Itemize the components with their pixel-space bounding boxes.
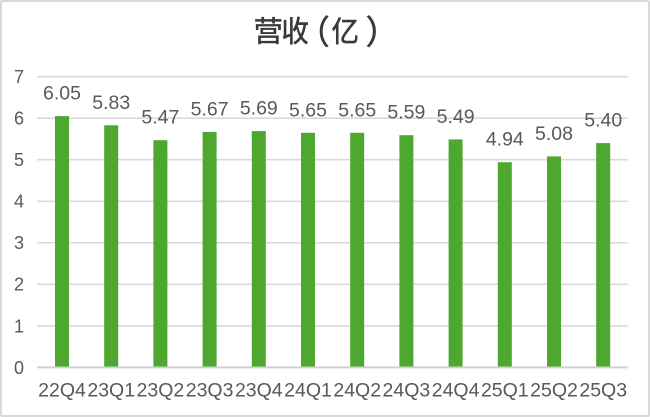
svg-text:24Q1: 24Q1 bbox=[284, 379, 332, 401]
svg-text:5.69: 5.69 bbox=[240, 98, 278, 120]
svg-text:5.67: 5.67 bbox=[191, 98, 229, 120]
svg-text:6.05: 6.05 bbox=[43, 83, 81, 105]
svg-text:4.94: 4.94 bbox=[486, 129, 524, 151]
svg-text:25Q1: 25Q1 bbox=[481, 379, 529, 401]
svg-text:5.47: 5.47 bbox=[141, 107, 179, 129]
svg-text:23Q4: 23Q4 bbox=[235, 379, 283, 401]
svg-text:4: 4 bbox=[14, 192, 24, 212]
svg-text:23Q2: 23Q2 bbox=[137, 379, 185, 401]
svg-text:5.49: 5.49 bbox=[437, 106, 475, 128]
svg-text:23Q1: 23Q1 bbox=[87, 379, 135, 401]
svg-text:7: 7 bbox=[14, 67, 24, 87]
svg-text:6: 6 bbox=[14, 109, 24, 129]
svg-text:24Q4: 24Q4 bbox=[432, 379, 480, 401]
svg-text:0: 0 bbox=[14, 358, 24, 378]
svg-text:25Q3: 25Q3 bbox=[579, 379, 627, 401]
svg-text:5.40: 5.40 bbox=[584, 110, 622, 132]
svg-text:23Q3: 23Q3 bbox=[186, 379, 234, 401]
svg-text:24Q2: 24Q2 bbox=[333, 379, 381, 401]
svg-text:5.83: 5.83 bbox=[92, 92, 130, 114]
svg-text:24Q3: 24Q3 bbox=[383, 379, 431, 401]
svg-text:5.65: 5.65 bbox=[289, 99, 327, 121]
svg-text:3: 3 bbox=[14, 233, 24, 253]
svg-text:5: 5 bbox=[14, 150, 24, 170]
svg-text:5.08: 5.08 bbox=[535, 123, 573, 145]
svg-text:5.65: 5.65 bbox=[338, 99, 376, 121]
svg-text:5.59: 5.59 bbox=[387, 102, 425, 124]
svg-text:25Q2: 25Q2 bbox=[530, 379, 578, 401]
svg-text:1: 1 bbox=[14, 316, 24, 336]
svg-text:22Q4: 22Q4 bbox=[38, 379, 86, 401]
svg-text:2: 2 bbox=[14, 275, 24, 295]
